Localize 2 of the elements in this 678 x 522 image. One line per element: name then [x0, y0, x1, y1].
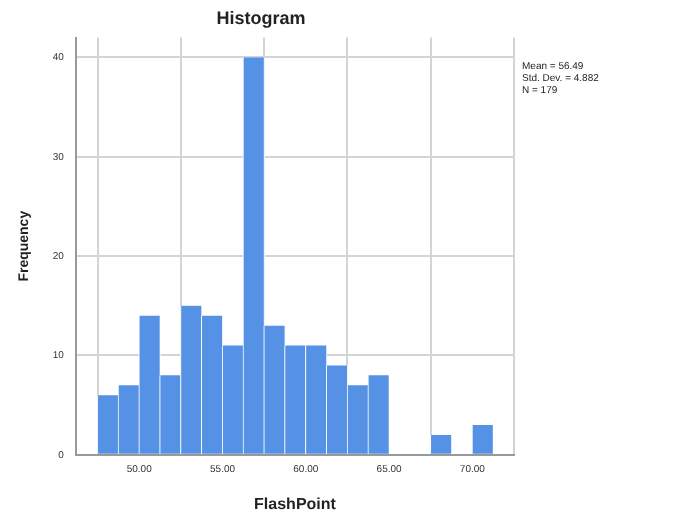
x-axis-title: FlashPoint	[254, 494, 337, 513]
chart-title: Histogram	[216, 7, 306, 28]
